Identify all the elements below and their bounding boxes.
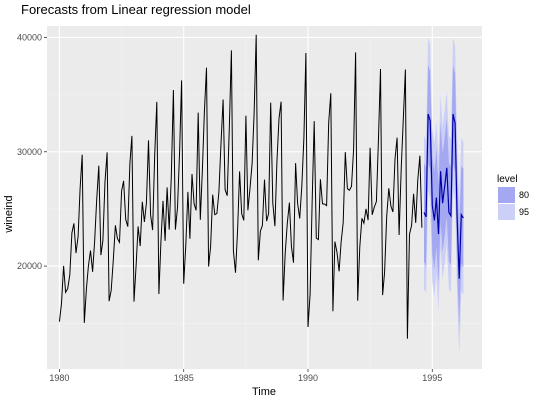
legend-label-95: 95 [519,207,529,217]
x-axis-label: Time [252,386,276,398]
legend-label-80: 80 [519,190,529,200]
plot-panel [47,26,482,369]
chart-title: Forecasts from Linear regression model [21,2,251,17]
x-tick-label: 1995 [422,373,442,383]
y-tick-label: 20000 [17,261,42,271]
x-tick-label: 1980 [49,373,69,383]
series-lines [58,34,464,339]
legend-swatch-80 [498,187,515,203]
legend: level 80 95 [497,174,529,220]
forecast-line [423,113,464,279]
y-tick-label: 40000 [17,32,42,42]
x-tick-label: 1990 [298,373,318,383]
history-line [58,34,423,339]
legend-swatch-95 [498,204,515,220]
y-tick-label: 30000 [17,147,42,157]
y-axis: 20000 30000 40000 [17,32,47,271]
legend-title: level [497,174,518,185]
y-axis-label: wineind [3,195,15,233]
x-axis: 1980 1985 1990 1995 [49,369,442,383]
x-tick-label: 1985 [174,373,194,383]
